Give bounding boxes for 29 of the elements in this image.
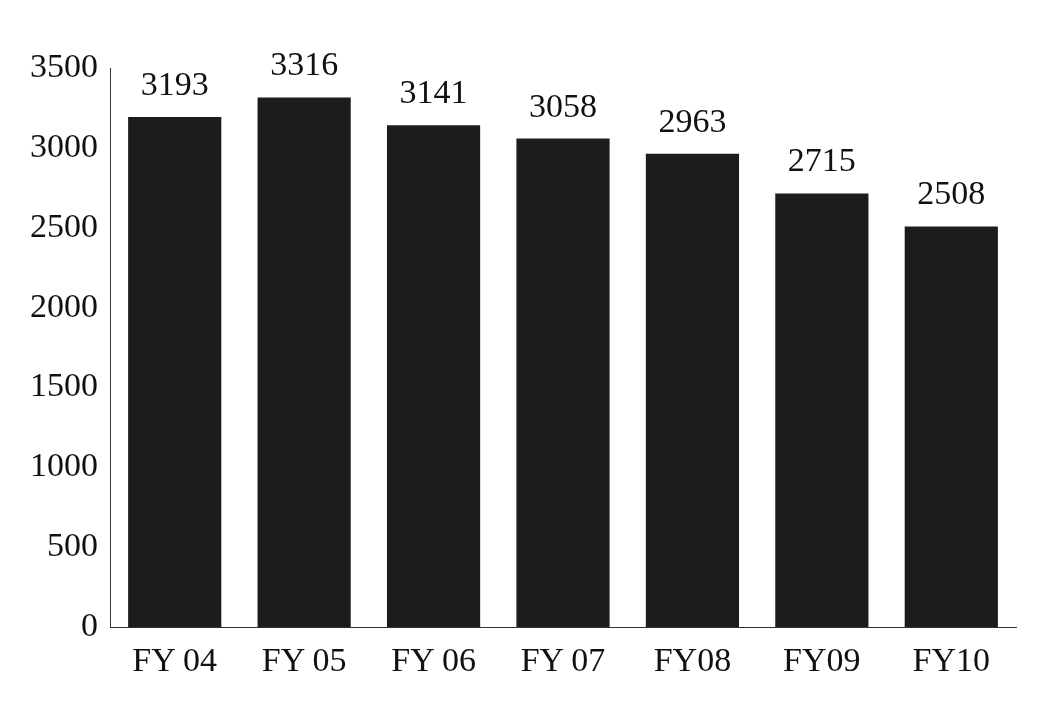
data-label: 2963 <box>658 101 727 139</box>
y-tick-label: 3500 <box>30 46 98 84</box>
y-tick-label: 3000 <box>30 126 98 164</box>
bar <box>128 117 222 628</box>
x-tick-label: FY 06 <box>391 640 476 678</box>
bar <box>775 193 869 628</box>
bar <box>645 153 740 628</box>
y-tick-label: 1500 <box>30 366 98 404</box>
bar <box>257 97 351 628</box>
bar <box>386 125 481 628</box>
data-label: 3141 <box>399 73 468 111</box>
data-label: 3193 <box>140 64 209 102</box>
data-label: 2508 <box>917 174 986 212</box>
x-tick-label: FY09 <box>783 640 861 678</box>
bar <box>516 138 610 628</box>
y-tick-label: 1000 <box>30 446 98 484</box>
bar <box>904 226 998 628</box>
x-tick-label: FY08 <box>653 640 732 678</box>
x-tick-label: FY10 <box>912 640 991 678</box>
y-tick-label: 2000 <box>30 286 98 324</box>
y-tick-label: 2500 <box>30 206 98 244</box>
y-tick-label: 0 <box>81 606 98 644</box>
data-label: 3058 <box>529 86 597 124</box>
x-tick-label: FY 07 <box>520 640 606 678</box>
y-tick-label: 500 <box>47 526 98 564</box>
x-tick-label: FY 05 <box>261 640 347 678</box>
data-label: 3316 <box>270 45 339 83</box>
data-label: 2715 <box>787 141 856 179</box>
x-tick-label: FY 04 <box>132 640 218 678</box>
